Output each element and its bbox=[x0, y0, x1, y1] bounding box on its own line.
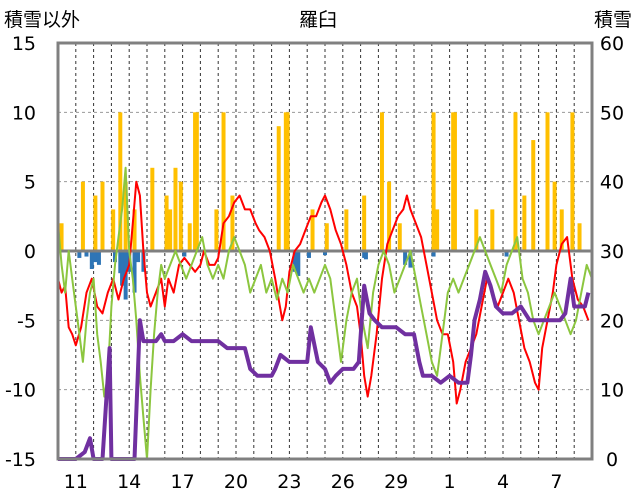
bar-降水 bbox=[452, 112, 457, 251]
left-tick-label: 15 bbox=[12, 33, 36, 55]
bar-降水 bbox=[194, 112, 199, 251]
x-tick-label: 11 bbox=[64, 471, 88, 493]
x-tick-label: 17 bbox=[171, 471, 195, 493]
left-tick-label: 10 bbox=[12, 102, 36, 124]
x-tick-label: 26 bbox=[331, 471, 355, 493]
left-tick-label: 5 bbox=[24, 172, 36, 194]
bar-変化 bbox=[89, 251, 94, 270]
bar-降水 bbox=[545, 112, 550, 251]
right-tick-label: 0 bbox=[606, 449, 618, 471]
bar-降水 bbox=[187, 223, 192, 251]
x-tick-label: 7 bbox=[550, 471, 562, 493]
bar-降水 bbox=[118, 112, 123, 251]
bar-降水 bbox=[168, 209, 173, 251]
bar-降水 bbox=[577, 223, 582, 251]
bar-降水 bbox=[490, 209, 495, 251]
bar-降水 bbox=[150, 167, 155, 251]
bar-降水 bbox=[123, 181, 128, 251]
x-tick-label: 23 bbox=[277, 471, 301, 493]
bar-変化 bbox=[292, 251, 297, 272]
x-tick-label: 14 bbox=[117, 471, 141, 493]
bar-降水 bbox=[522, 195, 527, 251]
bar-降水 bbox=[80, 181, 85, 251]
bar-変化 bbox=[96, 251, 101, 265]
bar-降水 bbox=[344, 209, 349, 251]
bar-降水 bbox=[474, 209, 479, 251]
bar-降水 bbox=[379, 112, 384, 251]
right-tick-label: 20 bbox=[600, 310, 624, 332]
right-tick-label: 50 bbox=[600, 102, 624, 124]
left-tick-label: -5 bbox=[17, 310, 36, 332]
bar-変化 bbox=[182, 251, 187, 257]
bar-降水 bbox=[178, 181, 183, 251]
grid bbox=[58, 43, 592, 459]
bar-降水 bbox=[570, 112, 575, 251]
bar-変化 bbox=[363, 251, 368, 260]
bar-降水 bbox=[164, 195, 169, 251]
bar-変化 bbox=[120, 251, 125, 286]
bar-降水 bbox=[362, 195, 367, 251]
line-layer bbox=[57, 166, 593, 461]
bar-変化 bbox=[132, 251, 137, 293]
left-tick-label: -15 bbox=[5, 449, 36, 471]
bar-降水 bbox=[552, 181, 557, 251]
bar-変化 bbox=[403, 251, 408, 265]
bar-降水 bbox=[173, 167, 178, 251]
right-axis-label: 積雪 bbox=[594, 9, 632, 31]
bar-変化 bbox=[84, 251, 89, 257]
bar-降水 bbox=[59, 223, 64, 251]
x-tick-label: 4 bbox=[497, 471, 509, 493]
bar-降水 bbox=[435, 209, 440, 251]
bar-降水 bbox=[310, 209, 315, 251]
left-axis-label: 積雪以外 bbox=[4, 9, 80, 31]
bar-layer bbox=[59, 112, 582, 300]
x-axis: 11 14 17 20 23 26 29 1 4 7 bbox=[64, 471, 563, 493]
bar-降水 bbox=[132, 209, 137, 251]
bar-変化 bbox=[306, 251, 311, 258]
bar-変化 bbox=[112, 251, 117, 263]
x-tick-label: 20 bbox=[224, 471, 248, 493]
bar-降水 bbox=[111, 209, 116, 251]
right-tick-label: 40 bbox=[600, 172, 624, 194]
x-tick-label: 29 bbox=[384, 471, 408, 493]
bar-変化 bbox=[136, 251, 141, 263]
series-積雪 bbox=[58, 269, 591, 461]
left-axis: 15 10 5 0 -5 -10 -15 bbox=[5, 33, 36, 471]
series-気温(緑) bbox=[57, 166, 593, 460]
bar-変化 bbox=[431, 251, 436, 257]
right-tick-label: 60 bbox=[600, 33, 624, 55]
bar-変化 bbox=[408, 251, 413, 268]
bar-降水 bbox=[559, 209, 564, 251]
bar-降水 bbox=[214, 209, 219, 251]
bar-降水 bbox=[230, 195, 235, 251]
right-axis: 60 50 40 30 20 10 0 bbox=[600, 33, 624, 471]
bar-降水 bbox=[431, 112, 436, 251]
bar-降水 bbox=[276, 126, 281, 251]
left-tick-label: 0 bbox=[24, 241, 36, 263]
bar-降水 bbox=[513, 112, 518, 251]
bar-降水 bbox=[531, 140, 536, 251]
right-tick-label: 10 bbox=[600, 380, 624, 402]
bar-変化 bbox=[323, 251, 327, 256]
bar-変化 bbox=[296, 251, 301, 276]
bar-変化 bbox=[504, 251, 509, 257]
bar-降水 bbox=[93, 195, 98, 251]
left-tick-label: -10 bbox=[5, 380, 36, 402]
bar-降水 bbox=[221, 112, 226, 251]
bar-降水 bbox=[285, 112, 290, 251]
bar-変化 bbox=[93, 251, 98, 263]
x-tick-label: 1 bbox=[444, 471, 456, 493]
plot-frame bbox=[56, 41, 594, 461]
bar-降水 bbox=[397, 223, 402, 251]
right-tick-label: 30 bbox=[600, 241, 624, 263]
bar-降水 bbox=[387, 181, 392, 251]
bar-降水 bbox=[100, 181, 105, 251]
bar-変化 bbox=[77, 251, 82, 258]
bar-降水 bbox=[324, 223, 329, 251]
chart-title: 羅臼 bbox=[299, 9, 337, 31]
